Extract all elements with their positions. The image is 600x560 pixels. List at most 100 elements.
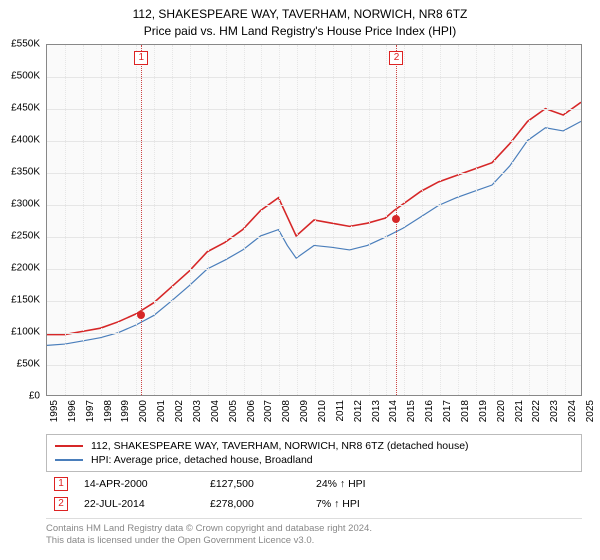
x-tick-label: 2023 bbox=[549, 400, 560, 422]
x-tick-label: 2016 bbox=[424, 400, 435, 422]
gridline-h bbox=[47, 205, 581, 206]
gridline-v bbox=[136, 45, 137, 395]
gridline-h bbox=[47, 109, 581, 110]
x-tick-label: 2017 bbox=[442, 400, 453, 422]
y-tick-label: £500K bbox=[11, 71, 40, 82]
marker-line-1 bbox=[141, 45, 142, 395]
gridline-h bbox=[47, 77, 581, 78]
gridline-v bbox=[83, 45, 84, 395]
gridline-v bbox=[244, 45, 245, 395]
gridline-v bbox=[404, 45, 405, 395]
gridline-v bbox=[315, 45, 316, 395]
transaction-price: £127,500 bbox=[210, 478, 300, 490]
marker-flag-2: 2 bbox=[389, 51, 403, 65]
y-tick-label: £0 bbox=[29, 391, 40, 402]
gridline-v bbox=[261, 45, 262, 395]
x-tick-label: 1998 bbox=[103, 400, 114, 422]
x-tick-label: 2005 bbox=[228, 400, 239, 422]
x-tick-label: 1999 bbox=[120, 400, 131, 422]
gridline-v bbox=[333, 45, 334, 395]
gridline-v bbox=[440, 45, 441, 395]
transaction-row: 114-APR-2000£127,50024% ↑ HPI bbox=[46, 474, 582, 494]
gridline-v bbox=[529, 45, 530, 395]
x-tick-label: 2004 bbox=[210, 400, 221, 422]
x-tick-label: 2010 bbox=[317, 400, 328, 422]
y-tick-label: £550K bbox=[11, 39, 40, 50]
y-tick-label: £250K bbox=[11, 231, 40, 242]
y-tick-label: £450K bbox=[11, 103, 40, 114]
marker-flag-1: 1 bbox=[134, 51, 148, 65]
y-tick-label: £100K bbox=[11, 327, 40, 338]
legend-swatch bbox=[55, 459, 83, 461]
gridline-h bbox=[47, 301, 581, 302]
y-tick-label: £150K bbox=[11, 295, 40, 306]
transaction-marker-id: 2 bbox=[54, 497, 68, 511]
x-tick-label: 2015 bbox=[406, 400, 417, 422]
footer-line1: Contains HM Land Registry data © Crown c… bbox=[46, 523, 582, 535]
gridline-v bbox=[565, 45, 566, 395]
legend-swatch bbox=[55, 445, 83, 447]
gridline-v bbox=[369, 45, 370, 395]
x-tick-label: 2000 bbox=[138, 400, 149, 422]
gridline-v bbox=[208, 45, 209, 395]
plot-svg bbox=[47, 45, 581, 395]
footer-line2: This data is licensed under the Open Gov… bbox=[46, 535, 582, 547]
gridline-v bbox=[190, 45, 191, 395]
y-tick-label: £350K bbox=[11, 167, 40, 178]
gridline-v bbox=[547, 45, 548, 395]
chart-container: 112, SHAKESPEARE WAY, TAVERHAM, NORWICH,… bbox=[0, 0, 600, 560]
legend: 112, SHAKESPEARE WAY, TAVERHAM, NORWICH,… bbox=[46, 434, 582, 472]
x-tick-label: 2011 bbox=[335, 400, 346, 422]
x-tick-label: 2014 bbox=[388, 400, 399, 422]
transaction-marker-id: 1 bbox=[54, 477, 68, 491]
x-tick-label: 2024 bbox=[567, 400, 578, 422]
x-tick-label: 2020 bbox=[496, 400, 507, 422]
x-tick-label: 2012 bbox=[353, 400, 364, 422]
marker-dot-1 bbox=[137, 311, 145, 319]
gridline-h bbox=[47, 173, 581, 174]
legend-label: HPI: Average price, detached house, Broa… bbox=[91, 454, 313, 466]
y-tick-label: £50K bbox=[17, 359, 40, 370]
y-axis: £0£50K£100K£150K£200K£250K£300K£350K£400… bbox=[0, 44, 44, 396]
x-tick-label: 2021 bbox=[514, 400, 525, 422]
title-address: 112, SHAKESPEARE WAY, TAVERHAM, NORWICH,… bbox=[0, 6, 600, 23]
x-tick-label: 2022 bbox=[531, 400, 542, 422]
gridline-v bbox=[422, 45, 423, 395]
gridline-v bbox=[458, 45, 459, 395]
x-tick-label: 2018 bbox=[460, 400, 471, 422]
gridline-h bbox=[47, 365, 581, 366]
x-tick-label: 1997 bbox=[85, 400, 96, 422]
series-hpi bbox=[47, 121, 581, 345]
gridline-v bbox=[351, 45, 352, 395]
gridline-h bbox=[47, 333, 581, 334]
legend-row: HPI: Average price, detached house, Broa… bbox=[55, 453, 573, 467]
x-tick-label: 1996 bbox=[67, 400, 78, 422]
marker-dot-2 bbox=[392, 215, 400, 223]
series-property bbox=[47, 102, 581, 334]
gridline-v bbox=[476, 45, 477, 395]
gridline-v bbox=[512, 45, 513, 395]
x-tick-label: 2007 bbox=[263, 400, 274, 422]
x-tick-label: 2019 bbox=[478, 400, 489, 422]
x-tick-label: 2003 bbox=[192, 400, 203, 422]
gridline-h bbox=[47, 141, 581, 142]
footer-attribution: Contains HM Land Registry data © Crown c… bbox=[46, 518, 582, 548]
x-tick-label: 1995 bbox=[49, 400, 60, 422]
x-tick-label: 2025 bbox=[585, 400, 596, 422]
transaction-row: 222-JUL-2014£278,0007% ↑ HPI bbox=[46, 494, 582, 514]
gridline-h bbox=[47, 269, 581, 270]
gridline-v bbox=[118, 45, 119, 395]
y-tick-label: £200K bbox=[11, 263, 40, 274]
legend-label: 112, SHAKESPEARE WAY, TAVERHAM, NORWICH,… bbox=[91, 440, 469, 452]
y-tick-label: £300K bbox=[11, 199, 40, 210]
title-subtitle: Price paid vs. HM Land Registry's House … bbox=[0, 23, 600, 40]
transaction-hpi-delta: 7% ↑ HPI bbox=[316, 498, 406, 510]
x-tick-label: 2002 bbox=[174, 400, 185, 422]
gridline-v bbox=[65, 45, 66, 395]
plot-area: 12 bbox=[46, 44, 582, 396]
transaction-date: 14-APR-2000 bbox=[84, 478, 194, 490]
x-tick-label: 2013 bbox=[371, 400, 382, 422]
gridline-h bbox=[47, 237, 581, 238]
gridline-v bbox=[154, 45, 155, 395]
gridline-v bbox=[101, 45, 102, 395]
